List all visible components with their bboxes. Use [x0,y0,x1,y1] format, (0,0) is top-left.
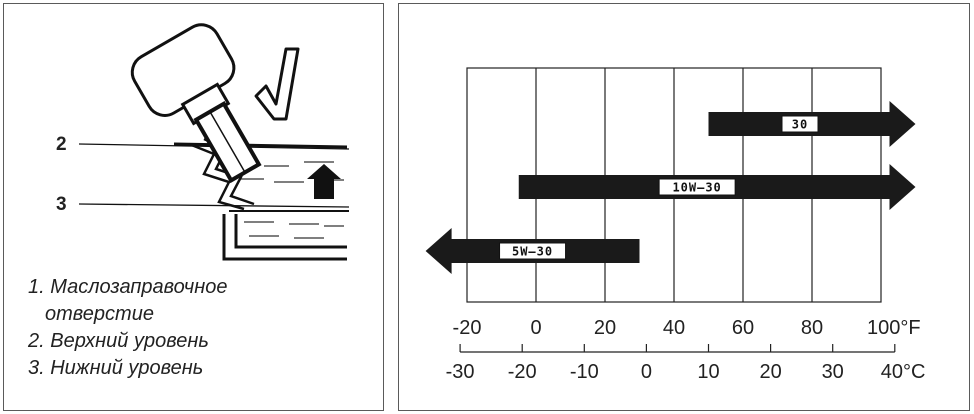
viscosity-label-box [658,178,736,196]
checkmark-icon [254,47,300,121]
fahrenheit-tick-label: 80 [801,317,823,339]
celsius-tick-label: 30 [822,361,844,383]
fahrenheit-tick-label: -20 [453,317,482,339]
oil-level-diagram-panel: 2 3 1. Маслозаправочное отверстие 2. Вер… [3,3,384,411]
callout-3: 3 [56,194,67,215]
legend-item-3: 3. Нижний уровень [28,357,204,379]
oil-pan-outline [173,142,348,261]
oil-bottle-icon [130,23,262,184]
lower-level-line [78,203,350,208]
viscosity-label: 10W–30 [672,181,721,195]
viscosity-chart-panel: -20 0 20 40 60 80 100°F -30 -20 -10 0 10 20 30 40°C 30 1… [398,3,970,411]
fahrenheit-tick-label: 40 [663,317,685,339]
legend-item-1: 1. Маслозаправочное [28,276,228,298]
oil-filler-illustration: 2 3 [56,23,350,261]
celsius-tick-label: 10 [697,361,719,383]
celsius-tick-label: -10 [570,361,599,383]
legend-item-2: 2. Верхний уровень [28,330,209,352]
fahrenheit-tick-label: 100°F [867,317,921,339]
fahrenheit-tick-label: 20 [594,317,616,339]
celsius-tick-label: 20 [759,361,781,383]
fahrenheit-tick-label: 0 [530,317,541,339]
viscosity-chart: -20 0 20 40 60 80 100°F -30 -20 -10 0 10 20 30 40°C 30 1… [425,67,926,383]
celsius-tick-label: -30 [446,361,475,383]
fahrenheit-tick-label: 60 [732,317,754,339]
viscosity-label: 5W–30 [512,245,553,259]
celsius-tick-label: -20 [508,361,537,383]
legend: 1. Маслозаправочное отверстие 2. Верхний… [28,274,227,382]
viscosity-label-box [499,242,567,260]
up-arrow-icon [307,164,341,199]
celsius-tick-label: 0 [641,361,652,383]
callout-2: 2 [56,134,67,155]
legend-item-1-cont: отверстие [45,303,154,325]
viscosity-label: 30 [792,118,808,132]
celsius-tick-label: 40°C [881,361,926,383]
viscosity-label-box [781,115,819,133]
